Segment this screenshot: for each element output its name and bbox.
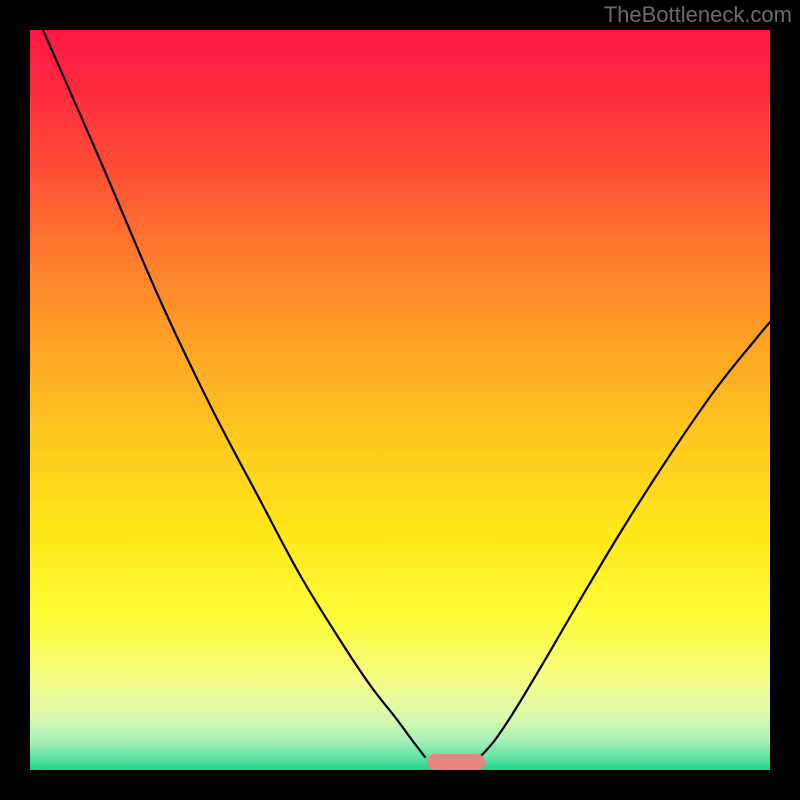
watermark-text: TheBottleneck.com [604,2,792,28]
curve-right-branch [480,322,770,757]
bottleneck-curve [0,0,800,800]
optimal-marker [427,754,485,770]
chart-container: TheBottleneck.com [0,0,800,800]
curve-left-branch [43,30,425,757]
